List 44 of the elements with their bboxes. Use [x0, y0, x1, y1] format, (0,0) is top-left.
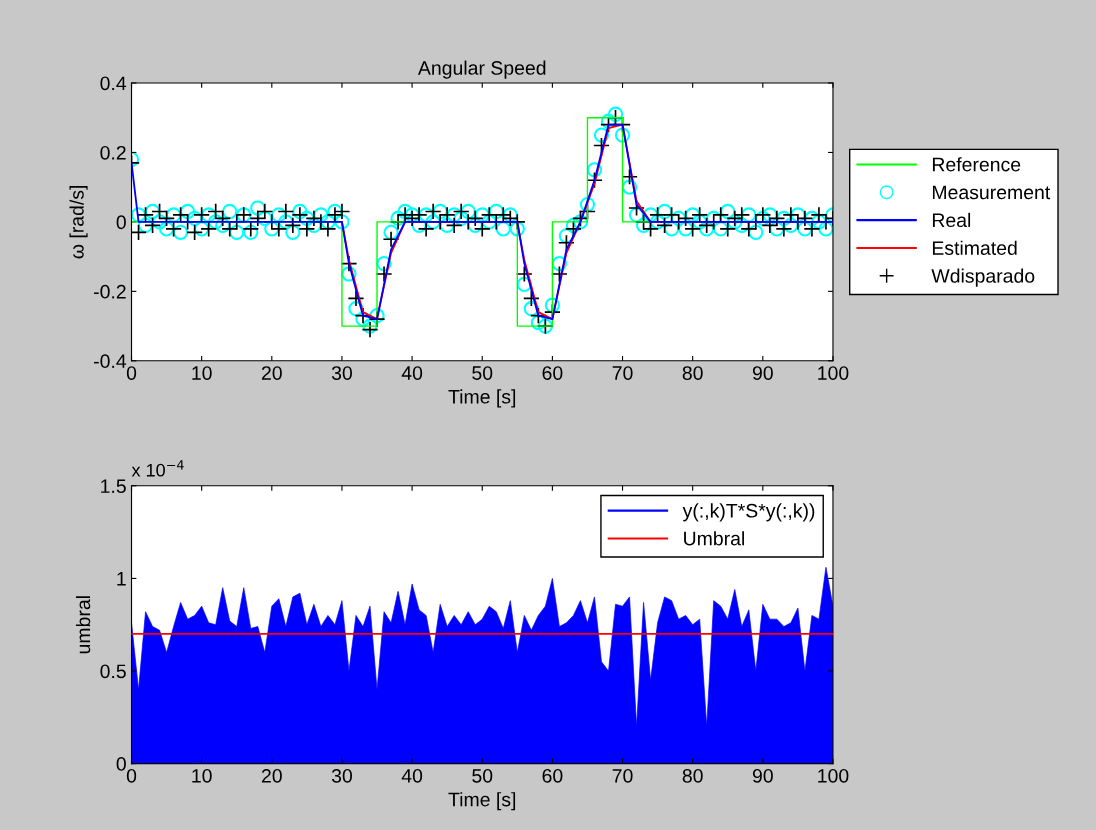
legend-label: Reference — [932, 157, 1021, 172]
x-tick-label: 100 — [818, 768, 849, 783]
x-tick-label: 80 — [682, 768, 703, 783]
y-tick-label: 0.5 — [100, 664, 126, 679]
x-tick-label: 60 — [542, 768, 563, 783]
x-tick-label: 20 — [261, 768, 282, 783]
x-axis-title: Time [s] — [448, 389, 516, 408]
x-tick-label: 90 — [752, 366, 773, 380]
text: x 10$^{−4}$ — [131, 460, 184, 477]
y-tick-label: 0 — [116, 757, 126, 771]
x-axis-title: Time [s] — [448, 792, 516, 811]
x-tick-label: 50 — [472, 768, 493, 783]
y-tick-label: 0 — [116, 215, 126, 230]
y-tick-label: 0.2 — [100, 145, 126, 160]
x-tick-label: 60 — [542, 366, 563, 380]
x-tick-label: 20 — [261, 366, 282, 380]
x-tick-label: 40 — [401, 768, 423, 783]
x-tick-label: 10 — [192, 768, 212, 783]
legend-label: Wdisparado — [931, 268, 1035, 287]
y-tick-label: 1.5 — [101, 479, 126, 494]
x-tick-label: 0 — [126, 366, 137, 380]
x-tick-label: 30 — [331, 366, 353, 380]
y-tick-label: 0.4 — [100, 76, 127, 91]
legend-label: y(:,k)T*S*y(:,k)) — [682, 503, 815, 522]
y-axis-title: ω [rad/s] — [69, 185, 88, 259]
legend-label: Measurement — [932, 185, 1051, 200]
x-tick-label: 100 — [818, 366, 849, 380]
x-tick-label: 70 — [612, 366, 633, 380]
chart-title: Angular Speed — [417, 60, 546, 79]
y-tick-label: -0.4 — [94, 354, 127, 369]
x-tick-label: 70 — [612, 768, 633, 783]
x-tick-label: 0 — [126, 768, 137, 783]
y-axis-title: umbral — [75, 596, 91, 654]
x-tick-label: 90 — [752, 768, 773, 783]
x-tick-label: 50 — [472, 366, 493, 380]
x-tick-label: 40 — [401, 366, 423, 380]
x-tick-label: 80 — [682, 366, 703, 380]
x-tick-label: 30 — [331, 768, 353, 783]
legend-label: Umbral — [684, 531, 744, 546]
y-tick-label: -0.2 — [94, 284, 126, 299]
legend-label: Real — [932, 212, 971, 228]
legend-label: Estimated — [932, 240, 1017, 255]
y-tick-label: 1 — [117, 572, 126, 586]
x-tick-label: 10 — [192, 366, 212, 380]
